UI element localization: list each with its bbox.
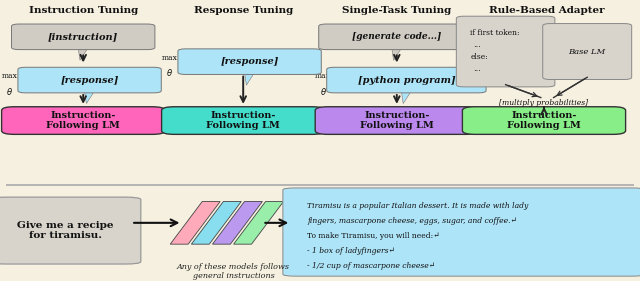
Polygon shape [401, 91, 412, 103]
FancyBboxPatch shape [178, 49, 321, 74]
Text: [multiply probabilities]: [multiply probabilities] [499, 99, 589, 107]
Text: Instruction-
Following LM: Instruction- Following LM [507, 111, 581, 130]
Text: if first token:: if first token: [470, 29, 520, 37]
FancyBboxPatch shape [319, 24, 475, 50]
FancyBboxPatch shape [18, 67, 161, 93]
Text: Single-Task Tuning: Single-Task Tuning [342, 6, 451, 15]
Text: - 1 box of ladyfingers↵: - 1 box of ladyfingers↵ [307, 247, 395, 255]
FancyBboxPatch shape [462, 107, 625, 134]
Text: ): ) [155, 76, 159, 85]
Text: To make Tiramisu, you will need:↵: To make Tiramisu, you will need:↵ [307, 232, 440, 240]
FancyBboxPatch shape [456, 16, 555, 87]
Text: [response]: [response] [220, 57, 279, 66]
Text: ): ) [315, 57, 319, 66]
Text: p(: p( [349, 76, 359, 85]
Text: Any of these models follows
general instructions: Any of these models follows general inst… [177, 263, 290, 280]
Text: p(: p( [195, 57, 205, 66]
Polygon shape [392, 47, 402, 60]
FancyBboxPatch shape [0, 197, 141, 264]
FancyBboxPatch shape [315, 107, 479, 134]
Text: [python program]: [python program] [358, 76, 455, 85]
Text: Rule-Based Adapter: Rule-Based Adapter [490, 6, 605, 15]
Polygon shape [78, 47, 88, 60]
FancyBboxPatch shape [543, 24, 632, 80]
Polygon shape [234, 201, 284, 244]
Text: Instruction-
Following LM: Instruction- Following LM [46, 111, 120, 130]
Text: $\theta$: $\theta$ [320, 86, 326, 97]
Text: $\theta$: $\theta$ [6, 86, 13, 97]
FancyBboxPatch shape [283, 188, 640, 276]
Polygon shape [170, 201, 220, 244]
Text: Tiramisu is a popular Italian dessert. It is made with lady: Tiramisu is a popular Italian dessert. I… [307, 201, 529, 210]
Polygon shape [212, 201, 262, 244]
Polygon shape [84, 91, 95, 103]
Text: Instruction Tuning: Instruction Tuning [29, 6, 138, 15]
FancyBboxPatch shape [161, 107, 325, 134]
Text: fingers, mascarpone cheese, eggs, sugar, and coffee.↵: fingers, mascarpone cheese, eggs, sugar,… [307, 217, 517, 225]
Polygon shape [191, 201, 241, 244]
Text: [generate code...]: [generate code...] [352, 32, 442, 41]
Text: - 1/2 cup of mascarpone cheese↵: - 1/2 cup of mascarpone cheese↵ [307, 262, 435, 269]
FancyBboxPatch shape [326, 67, 486, 93]
Text: $\theta$: $\theta$ [166, 67, 173, 78]
Text: Instruction-
Following LM: Instruction- Following LM [360, 111, 434, 130]
Text: ...: ... [474, 65, 481, 73]
Text: else:: else: [470, 53, 488, 61]
Text: Response Tuning: Response Tuning [193, 6, 293, 15]
FancyBboxPatch shape [2, 107, 165, 134]
Text: max: max [2, 72, 17, 80]
Text: max: max [162, 54, 177, 62]
Text: max: max [316, 72, 331, 80]
Text: Give me a recipe
for tiramisu.: Give me a recipe for tiramisu. [17, 221, 114, 240]
Text: ): ) [475, 76, 479, 85]
Text: ...: ... [474, 41, 481, 49]
Text: p(: p( [35, 76, 45, 85]
Text: [response]: [response] [60, 76, 119, 85]
Text: [instruction]: [instruction] [48, 32, 118, 41]
Text: Instruction-
Following LM: Instruction- Following LM [206, 111, 280, 130]
Text: Base LM: Base LM [568, 47, 606, 56]
Polygon shape [244, 72, 255, 85]
FancyBboxPatch shape [12, 24, 155, 50]
